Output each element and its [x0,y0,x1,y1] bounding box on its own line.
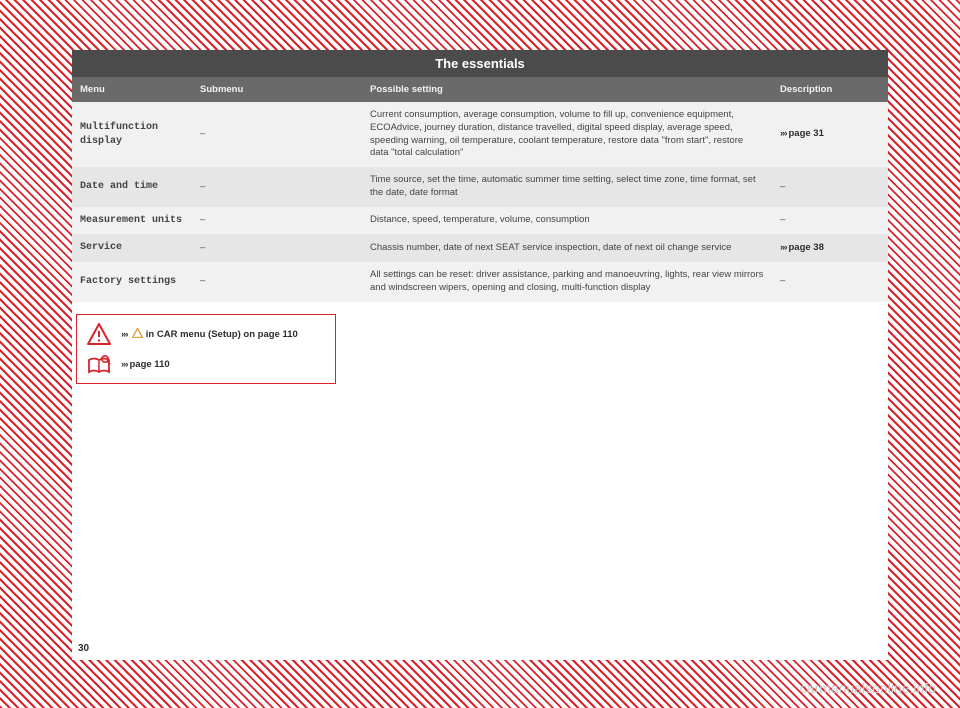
cell-setting: Current consumption, average consumption… [362,102,772,167]
cell-description: ›››page 38 [772,234,888,262]
note-text: ›››page 110 [121,359,170,370]
cell-setting: Chassis number, date of next SEAT servic… [362,234,772,262]
cell-submenu: – [192,167,362,207]
chevron-icon: ››› [121,329,128,340]
warning-small-icon [132,328,143,338]
page-ref: page 31 [789,128,824,139]
table-header-row: Menu Submenu Possible setting Descriptio… [72,77,888,102]
col-header-description: Description [772,77,888,102]
cell-menu: Factory settings [72,262,192,302]
table-row: Measurement units – Distance, speed, tem… [72,207,888,235]
table-row: Date and time – Time source, set the tim… [72,167,888,207]
note-row: ››› in CAR menu (Setup) on page 110 [87,323,325,345]
warning-icon [87,323,111,345]
reference-note-box: ››› in CAR menu (Setup) on page 110 ›››p… [76,314,336,384]
col-header-menu: Menu [72,77,192,102]
note-label: page 110 [130,359,170,370]
book-icon [87,355,111,375]
chevron-icon: ››› [121,359,128,370]
cell-description: – [772,207,888,235]
cell-submenu: – [192,102,362,167]
page-title-bar: The essentials [72,50,888,77]
table-row: Service – Chassis number, date of next S… [72,234,888,262]
watermark: carmanualsonline.info [800,680,936,696]
cell-menu: Multifunction display [72,102,192,167]
cell-description: ›››page 31 [772,102,888,167]
note-label: in CAR menu (Setup) on page 110 [146,329,298,340]
cell-submenu: – [192,207,362,235]
table-row: Multifunction display – Current consumpt… [72,102,888,167]
note-row: ›››page 110 [87,355,325,375]
chevron-icon: ››› [780,242,787,253]
chevron-icon: ››› [780,128,787,139]
cell-menu: Service [72,234,192,262]
cell-menu: Measurement units [72,207,192,235]
note-text: ››› in CAR menu (Setup) on page 110 [121,328,298,340]
cell-setting: Distance, speed, temperature, volume, co… [362,207,772,235]
cell-description: – [772,262,888,302]
cell-menu: Date and time [72,167,192,207]
cell-description: – [772,167,888,207]
page-ref: page 38 [789,242,824,253]
cell-setting: All settings can be reset: driver assist… [362,262,772,302]
settings-table: Menu Submenu Possible setting Descriptio… [72,77,888,302]
cell-submenu: – [192,262,362,302]
manual-page: The essentials Menu Submenu Possible set… [72,50,888,660]
col-header-submenu: Submenu [192,77,362,102]
cell-setting: Time source, set the time, automatic sum… [362,167,772,207]
page-number: 30 [78,643,89,654]
cell-submenu: – [192,234,362,262]
table-row: Factory settings – All settings can be r… [72,262,888,302]
col-header-setting: Possible setting [362,77,772,102]
page-title: The essentials [435,56,525,71]
